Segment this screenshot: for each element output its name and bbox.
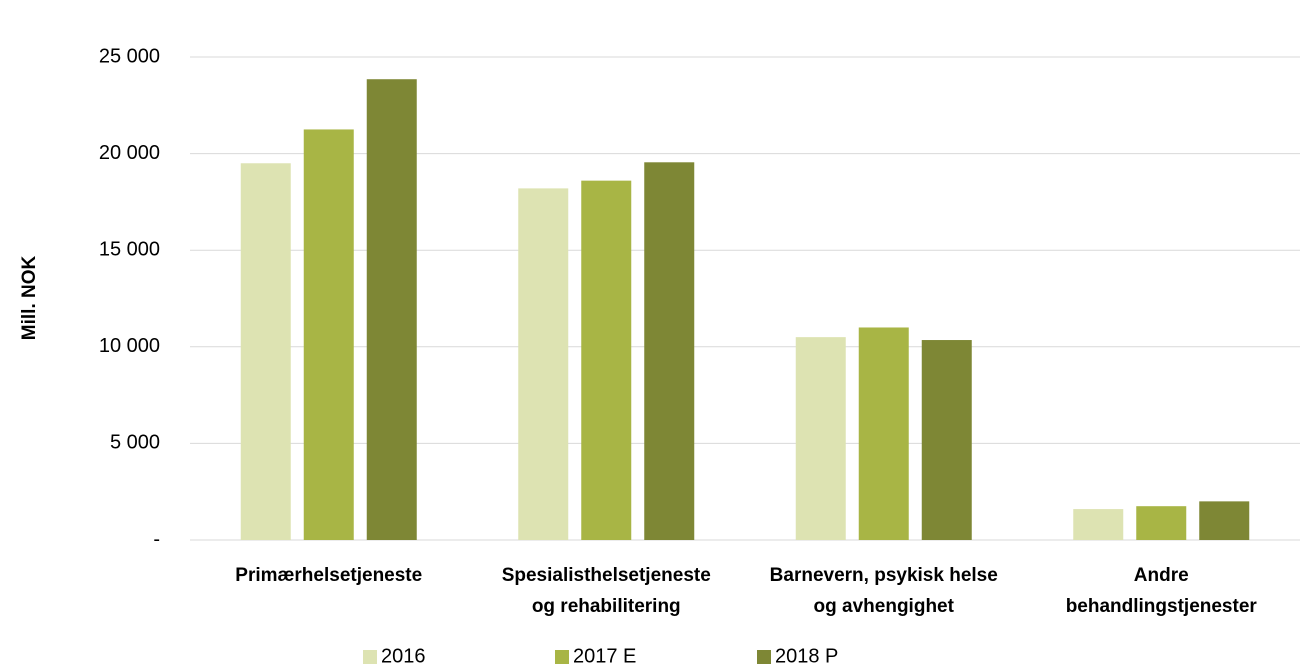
bar bbox=[858, 327, 909, 540]
bar bbox=[518, 188, 569, 540]
x-tick-label: Spesialisthelsetjeneste bbox=[502, 565, 711, 586]
bar bbox=[1073, 509, 1124, 540]
bar bbox=[795, 337, 846, 540]
y-axis-label: Mill. NOK bbox=[19, 256, 40, 341]
legend-swatch bbox=[757, 650, 771, 664]
legend-label: 2018 P bbox=[775, 645, 838, 667]
legend-label: 2016 bbox=[381, 645, 426, 667]
bar bbox=[581, 180, 632, 540]
x-tick-label: Andre bbox=[1134, 565, 1189, 586]
y-tick-label: 5 000 bbox=[110, 432, 160, 454]
x-tick-label: Barnevern, psykisk helse bbox=[770, 565, 998, 586]
legend-label: 2017 E bbox=[573, 645, 636, 667]
bar bbox=[921, 340, 972, 540]
legend-swatch bbox=[363, 650, 377, 664]
bar bbox=[1199, 501, 1250, 540]
bar bbox=[644, 162, 695, 540]
x-tick-label: og avhengighet bbox=[814, 596, 955, 617]
x-tick-label: behandlingstjenester bbox=[1066, 596, 1258, 617]
bar bbox=[303, 129, 354, 540]
y-tick-label: 20 000 bbox=[99, 142, 160, 164]
legend-swatch bbox=[555, 650, 569, 664]
bar bbox=[1136, 506, 1187, 540]
y-tick-label: 10 000 bbox=[99, 335, 160, 357]
y-tick-label: 25 000 bbox=[99, 45, 160, 67]
x-tick-label: og rehabilitering bbox=[532, 596, 681, 617]
bar bbox=[240, 163, 291, 540]
x-tick-label: Primærhelsetjeneste bbox=[235, 565, 422, 586]
y-tick-label: - bbox=[153, 528, 160, 550]
y-tick-label: 15 000 bbox=[99, 238, 160, 260]
bar bbox=[366, 79, 417, 540]
